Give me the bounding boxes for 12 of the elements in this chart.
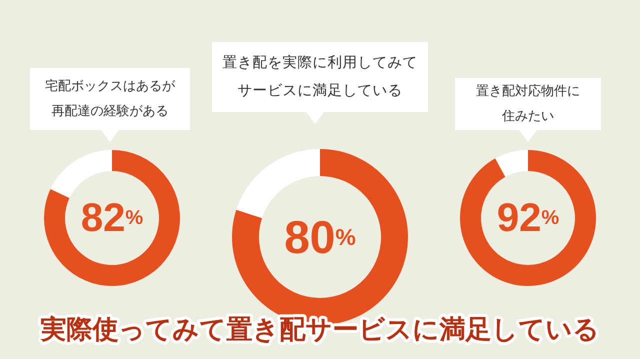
- data-label: 92%: [496, 196, 560, 240]
- donut-slice: [44, 150, 180, 286]
- chart-title: 置き配を実際に利用してみてサービスに満足している: [222, 54, 418, 99]
- donut-slice: [495, 150, 528, 177]
- chart-title: 宅配ボックスはあるが再配達の経験がある: [45, 78, 176, 119]
- donut-slice: [460, 150, 596, 286]
- data-label: 82%: [80, 196, 144, 240]
- chart-title: 置き配対応物件に住みたい: [476, 83, 580, 124]
- text: 実際使ってみて置き配サービスに満足している: [40, 315, 600, 345]
- data-label: 80%: [284, 211, 356, 263]
- donut-slice: [50, 150, 112, 198]
- donut-slice: [236, 149, 320, 218]
